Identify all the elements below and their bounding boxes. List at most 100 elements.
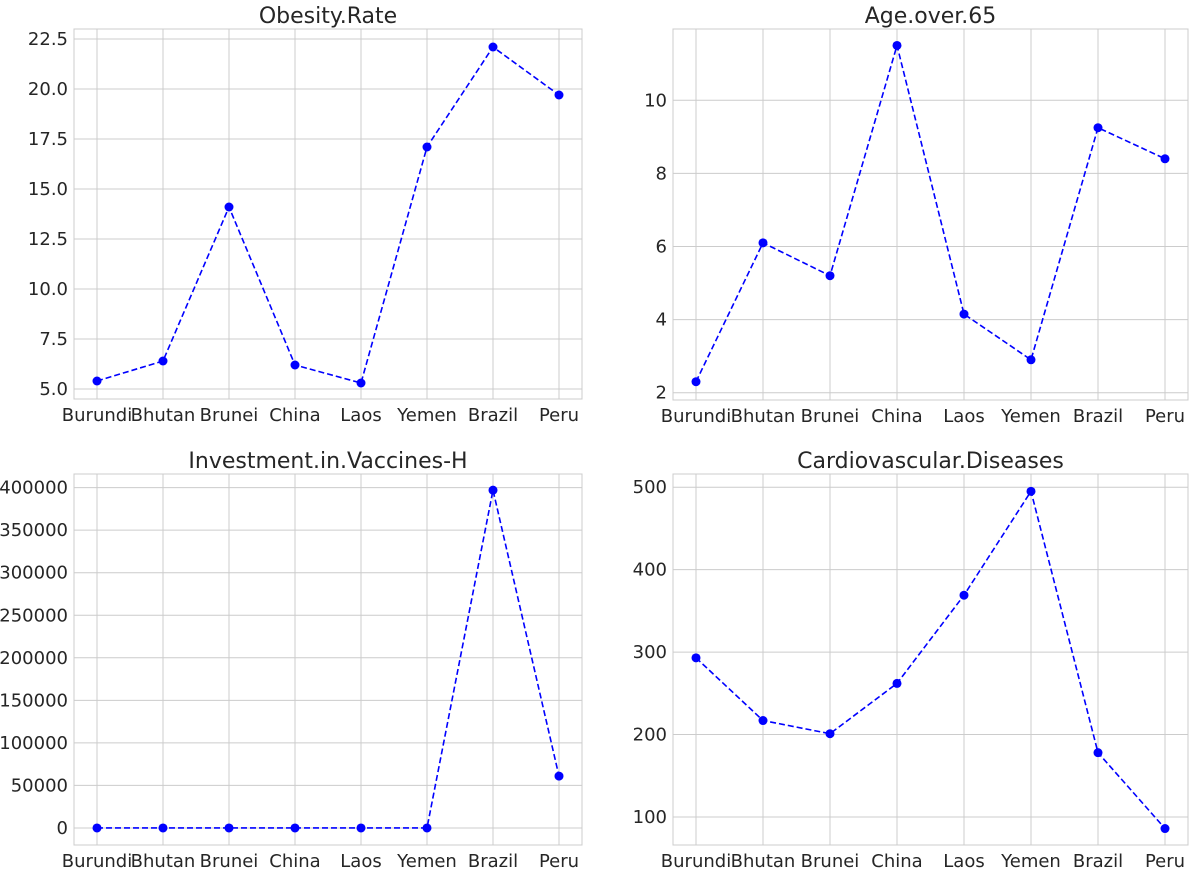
- data-point-marker: [691, 653, 701, 663]
- y-tick-label: 4: [656, 310, 667, 331]
- x-tick-label: Yemen: [1000, 406, 1061, 427]
- data-point-marker: [892, 678, 902, 688]
- y-tick-label: 15.0: [28, 179, 68, 200]
- x-tick-label: China: [269, 405, 320, 426]
- y-tick-label: 8: [656, 163, 667, 184]
- chart-title: Investment.in.Vaccines-H: [188, 449, 467, 474]
- x-tick-label: Brazil: [468, 405, 518, 426]
- y-tick-label: 6: [656, 236, 667, 257]
- data-point-marker: [224, 823, 234, 833]
- data-point-marker: [92, 823, 102, 833]
- y-tick-label: 100: [633, 807, 667, 828]
- data-point-marker: [959, 309, 969, 319]
- x-tick-label: Burundi: [661, 406, 731, 427]
- data-point-marker: [554, 771, 564, 781]
- x-tick-label: Bhutan: [731, 851, 796, 872]
- y-tick-label: 500: [633, 477, 667, 498]
- x-tick-label: Yemen: [396, 851, 457, 872]
- x-tick-label: China: [871, 406, 922, 427]
- y-tick-label: 350000: [0, 520, 68, 541]
- x-tick-label: Laos: [340, 405, 381, 426]
- y-tick-label: 10: [644, 90, 667, 111]
- y-tick-label: 400000: [0, 478, 68, 499]
- y-tick-label: 300: [633, 642, 667, 663]
- data-point-marker: [825, 271, 835, 281]
- series-line: [695, 42, 1166, 383]
- data-point-marker: [158, 823, 168, 833]
- chart-obesity-rate: 5.0 7.5 10.0 12.5 15.0 17.5 20.0 22.5 BurundiBhu…: [28, 4, 583, 426]
- x-tick-label: Laos: [340, 851, 381, 872]
- data-point-marker: [356, 823, 366, 833]
- plot-frame: [672, 473, 1189, 846]
- x-tick-label: Brazil: [468, 851, 518, 872]
- data-point-marker: [1026, 486, 1036, 496]
- y-tick-label: 150000: [0, 690, 68, 711]
- y-tick-label: 200000: [0, 648, 68, 669]
- data-point-marker: [1093, 123, 1103, 133]
- x-tick-label: Brunei: [200, 851, 259, 872]
- x-tick-label: China: [871, 851, 922, 872]
- x-tick-label: Bhutan: [131, 851, 196, 872]
- data-point-marker: [691, 377, 701, 387]
- x-tick-label: Brunei: [801, 851, 860, 872]
- chart-investment-in-vaccines: 0 50000 100000 150000 200000 250000 300000 3500…: [0, 449, 583, 872]
- data-point-marker: [158, 356, 168, 366]
- chart-title: Cardiovascular.Diseases: [797, 449, 1064, 474]
- data-point-marker: [488, 485, 498, 495]
- plot-frame: [73, 28, 583, 400]
- x-tick-label: Yemen: [1000, 851, 1061, 872]
- series-line: [96, 45, 560, 384]
- chart-age-over-65: 2 4 6 8 10 Burundi Bhutan Brunei China Laos Yemen B…: [644, 4, 1189, 427]
- x-tick-label: Laos: [943, 406, 984, 427]
- data-point-marker: [1026, 355, 1036, 365]
- x-tick-label: Peru: [539, 405, 579, 426]
- x-tick-label: Peru: [1145, 851, 1185, 872]
- x-tick-label: Peru: [539, 851, 579, 872]
- y-tick-label: 250000: [0, 605, 68, 626]
- data-point-marker: [488, 42, 498, 52]
- data-point-marker: [1093, 748, 1103, 758]
- y-tick-label: 12.5: [28, 229, 68, 250]
- y-tick-label: 0: [57, 818, 68, 839]
- y-tick-label: 300000: [0, 563, 68, 584]
- plot-frame: [672, 28, 1189, 401]
- y-tick-label: 7.5: [39, 329, 68, 350]
- x-tick-label: Burundi: [62, 405, 132, 426]
- plot-frame: [73, 473, 583, 846]
- data-point-marker: [758, 238, 768, 248]
- data-point-marker: [290, 360, 300, 370]
- x-tick-label: Bhutan: [131, 405, 196, 426]
- x-tick-label: Burundi: [661, 851, 731, 872]
- data-point-marker: [290, 823, 300, 833]
- data-point-marker: [554, 90, 564, 100]
- data-point-marker: [1160, 154, 1170, 164]
- data-point-marker: [892, 40, 902, 50]
- x-tick-label: Brunei: [801, 406, 860, 427]
- y-tick-label: 400: [633, 560, 667, 581]
- x-tick-label: Yemen: [396, 405, 457, 426]
- y-tick-label: 10.0: [28, 279, 68, 300]
- data-point-marker: [92, 376, 102, 386]
- data-point-marker: [224, 202, 234, 212]
- chart-cardiovascular-diseases: 100 200 300 400 500 Burundi Bhutan Brunei China L…: [633, 449, 1189, 872]
- y-tick-label: 5.0: [39, 379, 68, 400]
- x-tick-label: Bhutan: [731, 406, 796, 427]
- x-tick-label: Brazil: [1073, 851, 1123, 872]
- y-tick-label: 22.5: [28, 29, 68, 50]
- chart-title: Age.over.65: [865, 4, 997, 29]
- data-point-marker: [422, 823, 432, 833]
- series-line: [97, 489, 560, 829]
- x-tick-label: Peru: [1145, 406, 1185, 427]
- data-point-marker: [825, 729, 835, 739]
- y-tick-label: 2: [656, 383, 667, 404]
- x-tick-label: Brunei: [200, 405, 259, 426]
- data-point-marker: [758, 716, 768, 726]
- y-tick-label: 17.5: [28, 129, 68, 150]
- x-tick-label: Burundi: [62, 851, 132, 872]
- x-tick-label: China: [269, 851, 320, 872]
- x-tick-label: Laos: [943, 851, 984, 872]
- y-tick-label: 200: [633, 725, 667, 746]
- chart-title: Obesity.Rate: [259, 4, 397, 29]
- x-tick-label: Brazil: [1073, 406, 1123, 427]
